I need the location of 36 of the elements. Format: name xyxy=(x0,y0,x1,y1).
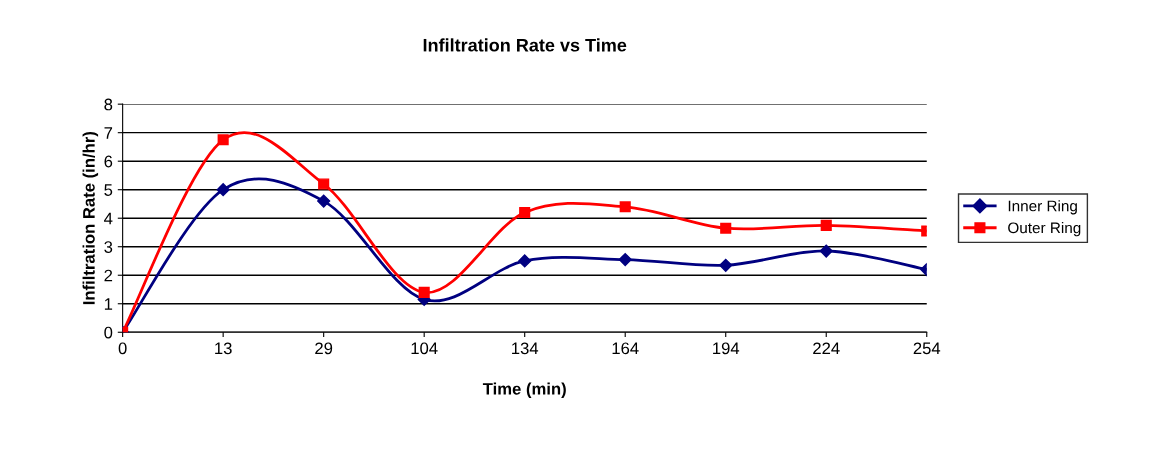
point xyxy=(618,252,632,267)
y-tick-label: 0 xyxy=(104,326,113,339)
legend-label: Inner Ring xyxy=(1008,200,1077,215)
y-tick-label: 6 xyxy=(104,155,113,168)
y-axis-title: Infiltration Rate (in/hr) xyxy=(82,132,99,305)
y-tick-label: 4 xyxy=(104,212,113,225)
y-tick-label: 7 xyxy=(104,127,113,139)
point xyxy=(318,178,330,190)
point xyxy=(819,244,833,258)
y-tick-label: 2 xyxy=(104,269,113,282)
y-tick-label: 3 xyxy=(104,241,113,253)
point xyxy=(418,286,430,298)
point xyxy=(619,201,631,213)
x-tick-label: 29 xyxy=(315,342,333,355)
chart-title: Infiltration Rate vs Time xyxy=(423,38,627,52)
point xyxy=(216,183,230,197)
x-tick-label: 224 xyxy=(813,342,840,355)
point xyxy=(518,254,532,268)
x-tick-label: 254 xyxy=(913,342,941,355)
point xyxy=(519,206,531,219)
y-tick-label: 8 xyxy=(104,98,113,111)
point xyxy=(720,222,732,234)
legend-label: Outer Ring xyxy=(1008,222,1081,237)
y-tick-label: 5 xyxy=(104,184,113,196)
point xyxy=(317,194,331,208)
x-axis-title: Time (min) xyxy=(482,382,566,399)
x-tick-label: 134 xyxy=(512,342,539,355)
point xyxy=(820,219,832,231)
x-tick-label: 13 xyxy=(215,342,232,355)
x-tick-label: 194 xyxy=(713,342,740,355)
point xyxy=(719,258,733,272)
y-tick-label: 1 xyxy=(104,298,113,310)
x-tick-label: 104 xyxy=(411,342,438,355)
x-tick-label: 164 xyxy=(612,342,639,355)
x-tick-label: 0 xyxy=(118,342,127,355)
point xyxy=(217,134,229,146)
